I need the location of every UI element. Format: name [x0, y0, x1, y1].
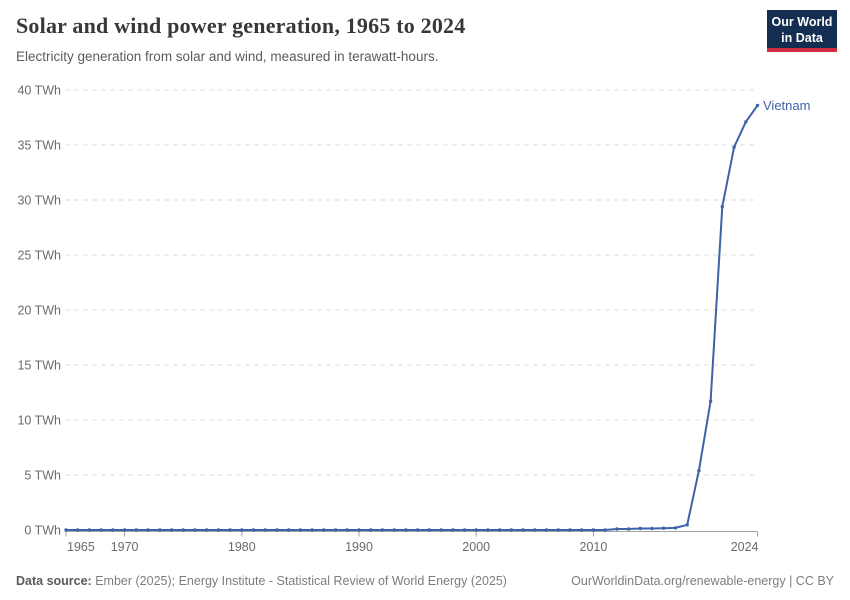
data-point: [580, 528, 584, 532]
x-tick-label: 1990: [345, 540, 373, 554]
data-point: [111, 528, 115, 532]
data-point: [650, 526, 654, 531]
data-point: [369, 528, 373, 532]
data-point: [146, 528, 150, 532]
data-point: [122, 528, 127, 532]
owid-logo: Our World in Data: [767, 10, 837, 52]
chart-title: Solar and wind power generation, 1965 to…: [16, 13, 466, 38]
y-tick-label: 25 TWh: [17, 249, 61, 263]
data-point: [333, 528, 338, 532]
data-point: [462, 528, 467, 532]
data-point: [181, 528, 185, 532]
data-point: [556, 528, 560, 532]
data-point: [638, 526, 642, 531]
data-point: [298, 528, 303, 532]
y-tick-label: 35 TWh: [17, 139, 61, 153]
data-point: [415, 528, 420, 532]
y-tick-label: 5 TWh: [24, 469, 61, 483]
data-point: [673, 526, 678, 530]
data-point: [732, 145, 736, 149]
data-point: [509, 528, 514, 532]
data-point: [392, 528, 396, 532]
y-tick-label: 30 TWh: [17, 194, 61, 208]
data-point: [87, 528, 92, 532]
data-point: [64, 528, 68, 532]
data-point: [697, 468, 701, 473]
data-point: [380, 528, 385, 532]
data-point: [486, 528, 490, 532]
data-point: [755, 103, 760, 108]
y-tick-label: 40 TWh: [17, 84, 61, 98]
data-point: [216, 528, 221, 532]
data-point: [521, 528, 525, 532]
data-point: [158, 528, 162, 532]
data-point: [568, 528, 572, 532]
data-point: [263, 528, 267, 532]
data-point: [357, 528, 361, 532]
series-line: [65, 104, 759, 531]
x-tick-label: 1980: [228, 540, 256, 554]
data-point: [427, 528, 431, 532]
x-tick-label: 2000: [462, 540, 490, 554]
data-point: [533, 528, 537, 532]
chart-subtitle: Electricity generation from solar and wi…: [16, 49, 439, 64]
y-tick-label: 10 TWh: [17, 414, 61, 428]
y-tick-label: 15 TWh: [17, 359, 61, 373]
data-point: [615, 527, 619, 531]
data-point: [310, 528, 314, 532]
y-tick-label: 0 TWh: [24, 524, 61, 538]
x-tick-label: 2024: [731, 540, 759, 554]
data-point: [662, 526, 666, 530]
data-point: [591, 528, 596, 532]
x-tick-label: 1970: [111, 540, 139, 554]
data-point: [708, 399, 713, 403]
data-point: [451, 528, 455, 532]
x-tick-label: 1965: [67, 540, 95, 554]
owid-logo-line1: Our World: [771, 15, 833, 29]
data-point: [404, 528, 408, 532]
data-point: [228, 528, 232, 532]
data-point: [99, 528, 103, 532]
data-point: [685, 523, 689, 527]
data-point: [744, 120, 748, 124]
data-point: [287, 528, 291, 532]
data-point: [134, 528, 138, 532]
data-source-text: Ember (2025); Energy Institute - Statist…: [91, 574, 507, 588]
data-point: [439, 528, 443, 532]
data-point: [498, 528, 502, 532]
x-tick-label: 2010: [580, 540, 608, 554]
data-point: [720, 204, 724, 209]
data-source-label: Data source:: [16, 574, 92, 588]
data-point: [169, 528, 174, 532]
chart-footer: Data source: Ember (2025); Energy Instit…: [16, 574, 834, 588]
series-label-vietnam: Vietnam: [763, 98, 811, 114]
data-point: [626, 527, 631, 531]
owid-logo-line2: in Data: [781, 30, 823, 45]
data-point: [193, 528, 197, 532]
y-tick-label: 20 TWh: [17, 304, 61, 318]
data-point: [322, 528, 326, 532]
data-point: [251, 528, 256, 532]
footer-url-license[interactable]: OurWorldinData.org/renewable-energy | CC…: [571, 574, 834, 588]
data-point: [345, 528, 349, 532]
data-point: [544, 528, 549, 532]
data-point: [240, 528, 244, 532]
data-point: [204, 528, 209, 532]
data-point: [275, 528, 279, 532]
data-source: Data source: Ember (2025); Energy Instit…: [16, 574, 507, 588]
data-point: [76, 528, 80, 532]
data-point: [474, 528, 478, 532]
data-point: [603, 528, 607, 532]
